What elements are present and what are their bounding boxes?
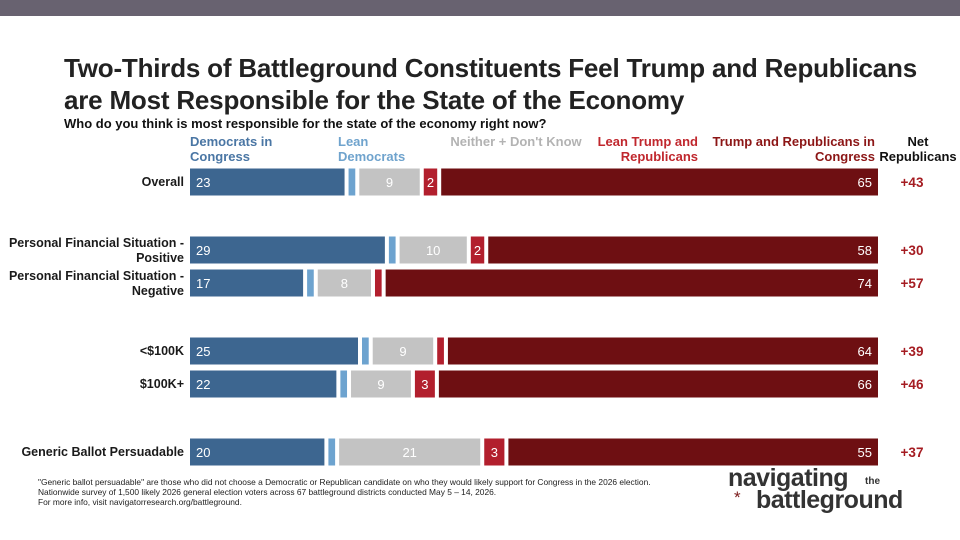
- bar-dem: [190, 236, 385, 264]
- data-label-lean-rep: 3: [421, 377, 428, 392]
- bar-rep: [438, 370, 878, 398]
- bar-lean-rep: [374, 269, 382, 297]
- data-label-lean-rep: 2: [474, 243, 481, 258]
- category-label-line: Generic Ballot Persuadable: [21, 445, 184, 459]
- footnote-more-info: For more info, visit navigatorresearch.o…: [38, 497, 242, 507]
- header-lean-democrats: Lean Democrats: [338, 134, 406, 164]
- bar-dem: [190, 337, 358, 365]
- bar-neither: [317, 269, 371, 297]
- category-label: <$100K: [140, 344, 184, 358]
- bar-lean-dem: [328, 438, 336, 466]
- net-republicans-value: +39: [901, 344, 924, 359]
- bar-neither: [339, 438, 481, 466]
- bar-lean-rep: [484, 438, 505, 466]
- data-label-rep: 55: [858, 445, 872, 460]
- data-label-dem: 20: [196, 445, 210, 460]
- chart-subtitle: Who do you think is most responsible for…: [64, 116, 547, 131]
- category-label-line: Negative: [132, 284, 184, 298]
- bar-lean-dem: [340, 370, 348, 398]
- chart-title: Two-Thirds of Battleground Constituents …: [64, 53, 918, 115]
- bar-lean-rep: [414, 370, 435, 398]
- data-label-rep: 58: [858, 243, 872, 258]
- header-net-republicans: Net Republicans: [879, 134, 957, 164]
- bar-lean-dem: [388, 236, 396, 264]
- data-label-neither: 21: [402, 445, 416, 460]
- data-label-dem: 22: [196, 377, 210, 392]
- bar-rep: [508, 438, 878, 466]
- bar-rep: [447, 337, 878, 365]
- data-label-neither: 9: [399, 344, 406, 359]
- net-republicans-value: +43: [901, 175, 924, 190]
- category-label: Generic Ballot Persuadable: [21, 445, 184, 459]
- logo-word-navigating: navigating: [728, 464, 849, 492]
- category-label: Personal Financial Situation -Positive: [9, 236, 184, 265]
- data-label-dem: 17: [196, 276, 210, 291]
- header-lean-trump-republicans: Lean Trump and Republicans: [597, 134, 698, 164]
- bar-dem: [190, 438, 325, 466]
- logo-star-icon: *: [734, 488, 741, 507]
- category-label: Personal Financial Situation -Negative: [9, 269, 184, 298]
- footnote-methodology: Nationwide survey of 1,500 likely 2026 g…: [38, 487, 497, 497]
- footnote-definition: "Generic ballot persuadable" are those w…: [38, 477, 651, 487]
- category-label: Overall: [142, 175, 184, 189]
- data-label-lean-rep: 3: [491, 445, 498, 460]
- category-label: $100K+: [140, 377, 184, 391]
- net-republicans-value: +57: [901, 276, 924, 291]
- bar-dem: [190, 168, 345, 196]
- category-label-line: Personal Financial Situation -: [9, 236, 184, 250]
- data-label-rep: 66: [858, 377, 872, 392]
- category-label-line: $100K+: [140, 377, 184, 391]
- header-democrats-in-congress: Democrats in Congress: [190, 134, 273, 164]
- category-label-line: Positive: [136, 251, 184, 265]
- data-label-rep: 64: [858, 344, 872, 359]
- data-label-dem: 25: [196, 344, 210, 359]
- bar-lean-rep: [470, 236, 485, 264]
- data-label-rep: 65: [858, 175, 872, 190]
- logo-word-the: the: [865, 476, 880, 487]
- logo-word-battleground: battleground: [756, 486, 903, 514]
- net-republicans-value: +30: [901, 243, 924, 258]
- header-neither-dont-know: Neither + Don't Know: [450, 134, 582, 149]
- header-trump-republicans-in-congress: Trump and Republicans in Congress: [712, 134, 875, 164]
- bar-lean-rep: [423, 168, 438, 196]
- bar-lean-dem: [348, 168, 356, 196]
- category-label-line: Overall: [142, 175, 184, 189]
- footnote: "Generic ballot persuadable" are those w…: [38, 477, 688, 507]
- bar-lean-dem: [362, 337, 369, 365]
- bar-dem: [190, 269, 304, 297]
- data-label-rep: 74: [858, 276, 872, 291]
- net-republicans-value: +37: [901, 445, 924, 460]
- data-label-neither: 9: [377, 377, 384, 392]
- bar-neither: [359, 168, 420, 196]
- bar-rep: [488, 236, 878, 264]
- bar-rep: [385, 269, 878, 297]
- bar-neither: [399, 236, 467, 264]
- data-label-dem: 23: [196, 175, 210, 190]
- data-label-dem: 29: [196, 243, 210, 258]
- data-label-lean-rep: 2: [427, 175, 434, 190]
- bar-lean-rep: [437, 337, 444, 365]
- net-republicans-value: +46: [901, 377, 924, 392]
- bar-neither: [351, 370, 411, 398]
- bar-dem: [190, 370, 337, 398]
- category-label-line: <$100K: [140, 344, 184, 358]
- data-label-neither: 10: [426, 243, 440, 258]
- category-label-line: Personal Financial Situation -: [9, 269, 184, 283]
- bar-rep: [441, 168, 878, 196]
- data-label-neither: 8: [341, 276, 348, 291]
- bar-lean-dem: [307, 269, 314, 297]
- navigating-the-battleground-logo: navigating the * battleground: [728, 464, 948, 520]
- top-bar: [0, 0, 960, 16]
- data-label-neither: 9: [386, 175, 393, 190]
- bar-neither: [372, 337, 434, 365]
